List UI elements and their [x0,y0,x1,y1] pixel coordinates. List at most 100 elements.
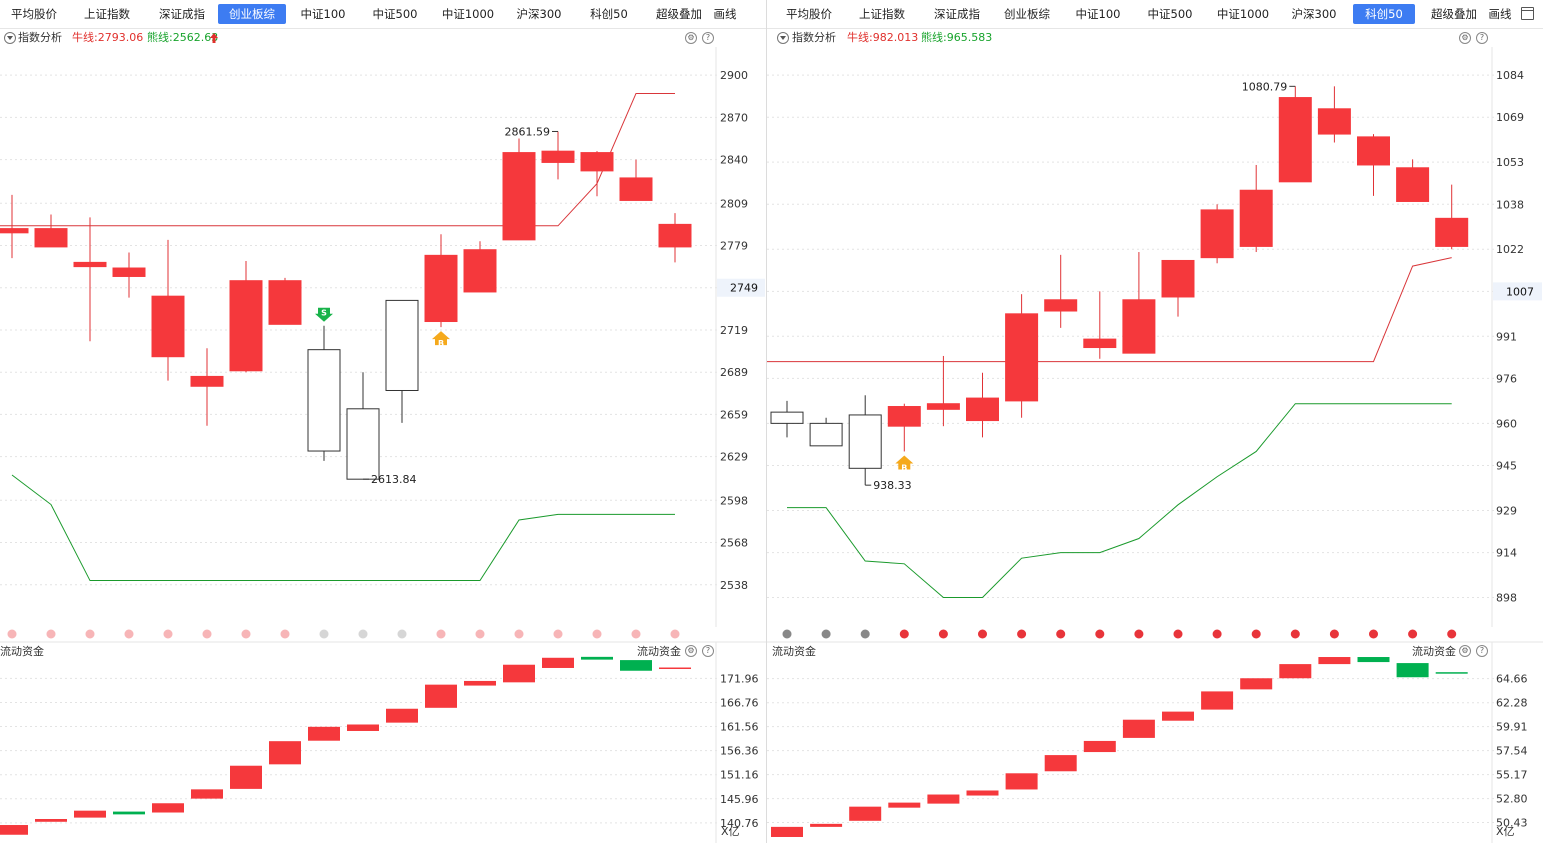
index-tab[interactable]: 上证指数 [859,7,905,21]
y-tick-label: 2779 [720,239,748,252]
index-tab[interactable]: 中证500 [1147,7,1193,21]
flow-bar [1318,657,1351,665]
current-price-box [717,278,765,297]
index-tab[interactable]: 科创50 [590,7,628,21]
flow-bar [1357,657,1390,663]
flow-bar [888,802,921,808]
signal-dot [1408,629,1418,639]
flow-bar [849,806,882,821]
current-price-box [1493,282,1542,301]
candle-body [0,228,29,234]
candle-body [73,261,107,268]
index-tab[interactable]: 上证指数 [84,7,130,21]
help-icon[interactable]: ? [702,32,714,44]
index-tab[interactable]: 深证成指 [934,7,980,21]
bear-line-value: 熊线:965.583 [921,31,993,44]
flow-bar [542,657,574,668]
candle-body [619,177,653,201]
index-tab[interactable]: 创业板综 [1004,7,1050,21]
gear-icon[interactable]: ⚙ [1459,32,1471,44]
buy-signal-letter: B [438,339,444,348]
flow-bar [503,664,535,683]
analysis-title: 指数分析 [792,31,836,44]
candle-body [580,152,614,172]
signal-dot [202,629,212,639]
flow-bar [230,765,262,789]
signal-dot [1447,629,1457,639]
flow-tick-label: 55.17 [1496,769,1528,782]
current-price-label: 2749 [730,282,758,295]
index-tab[interactable]: 画线 [713,7,737,21]
index-tab[interactable]: 平均股价 [786,7,832,21]
signal-dot [860,629,870,639]
window-icon[interactable] [1521,7,1534,20]
flow-bar [152,803,184,813]
flow-bar [74,810,106,818]
index-tab[interactable]: 深证成指 [159,7,205,21]
collapse-chevron-icon[interactable] [777,32,789,44]
gear-icon[interactable]: ⚙ [685,32,697,44]
signal-dot [280,629,290,639]
signal-dot [978,629,987,639]
index-tab[interactable]: 创业板综 [218,4,286,24]
signal-dot [592,629,602,639]
signal-dot [85,629,95,639]
signal-dot [1212,629,1222,639]
signal-dot [163,629,173,639]
flow-tick-label: 62.28 [1496,697,1528,710]
signal-dot [782,629,792,639]
index-tab[interactable]: 平均股价 [11,7,57,21]
flow-bar [1162,711,1194,721]
index-analysis-bar: 指数分析 牛线:982.013 熊线:965.583 ⚙ ? [767,29,1543,47]
candle-body [966,397,999,422]
candle-body [424,254,458,323]
help-icon[interactable]: ? [1476,32,1488,44]
index-tab[interactable]: 沪深300 [1291,7,1337,21]
y-tick-label: 2629 [720,451,748,464]
flow-tick-label: 145.96 [720,793,759,806]
index-tab[interactable]: 中证1000 [1216,7,1270,21]
flow-label-left: 流动资金 [772,645,816,658]
index-tab[interactable]: 沪深300 [516,7,562,21]
help-icon[interactable]: ? [702,645,714,657]
index-tab[interactable]: 中证500 [372,7,418,21]
candle-body [1005,313,1039,402]
left-candlestick-chart: 2900 2870 2840 2809 2779 2749 2719 2689 2659 2629… [0,47,766,843]
index-tab[interactable]: 中证100 [300,7,346,21]
flow-bar [1122,719,1155,738]
collapse-chevron-icon[interactable] [4,32,16,44]
flow-bar [581,656,613,660]
y-tick-label: 2870 [720,111,748,124]
gear-icon[interactable]: ⚙ [1459,645,1471,657]
candle-body [112,267,146,277]
flow-bar [0,825,28,835]
candle-body [658,223,692,248]
help-icon[interactable]: ? [1476,645,1488,657]
buy-signal-icon [432,331,450,346]
flow-bar [620,660,652,671]
index-tab[interactable]: 画线 [1488,7,1512,21]
y-tick-label: 991 [1496,330,1517,343]
candle-body [502,152,536,241]
flow-bar [1083,740,1116,753]
index-tab[interactable]: 中证1000 [441,7,495,21]
candle-body [809,422,843,447]
flow-tick-label: 50.43 [1496,817,1528,830]
index-tab[interactable]: 科创50 [1353,4,1415,24]
gear-icon[interactable]: ⚙ [685,645,697,657]
flow-bar [347,724,379,731]
signal-dot [670,629,680,639]
index-tab[interactable]: 超级叠加 [656,7,702,21]
signal-dot [1290,629,1300,639]
index-tab[interactable]: 中证100 [1075,7,1121,21]
buy-signal-letter: B [901,463,907,472]
candle-body [1317,108,1351,135]
flow-bar [1435,672,1468,674]
panel-divider [766,0,767,843]
signal-dot [1017,629,1027,639]
buy-signal-icon [895,455,914,470]
index-tab[interactable]: 超级叠加 [1431,7,1477,21]
y-tick-label: 898 [1496,592,1517,605]
candle-body [34,228,68,248]
flow-bar [771,826,803,837]
